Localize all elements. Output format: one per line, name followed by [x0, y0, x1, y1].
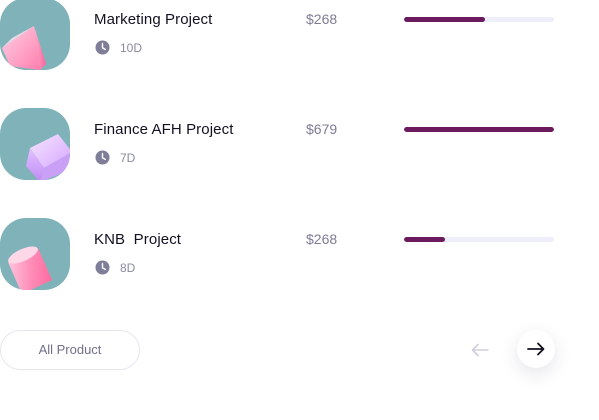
arrow-left-icon [471, 343, 489, 357]
clock-icon [95, 260, 110, 275]
project-row[interactable]: KNB Project 8D $268 [0, 218, 599, 290]
progress-fill [404, 17, 485, 22]
project-price: $268 [306, 231, 338, 247]
progress-bar [404, 17, 554, 22]
progress-bar [404, 127, 554, 132]
project-row[interactable]: Marketing Project 10D $268 [0, 0, 599, 70]
purple-cube-3d-icon [0, 108, 70, 180]
pink-cone-3d-icon [0, 0, 70, 70]
all-product-button[interactable]: All Product [0, 330, 140, 370]
project-duration: 8D [120, 261, 136, 275]
project-name: KNB Project [94, 231, 182, 248]
next-page-button[interactable] [517, 330, 555, 368]
clock-icon [95, 40, 110, 55]
project-price: $268 [306, 11, 338, 27]
project-name: Finance AFH Project [94, 121, 234, 138]
progress-fill [404, 127, 554, 132]
project-price: $679 [306, 121, 338, 137]
project-row[interactable]: Finance AFH Project 7D $679 [0, 108, 599, 180]
project-duration: 10D [120, 41, 143, 55]
clock-icon [95, 150, 110, 165]
progress-fill [404, 237, 445, 242]
arrow-right-icon [527, 342, 545, 356]
project-name: Marketing Project [94, 11, 213, 28]
pink-cylinder-3d-icon [0, 218, 70, 290]
project-duration: 7D [120, 151, 136, 165]
prev-page-button[interactable] [466, 336, 494, 364]
progress-bar [404, 237, 554, 242]
